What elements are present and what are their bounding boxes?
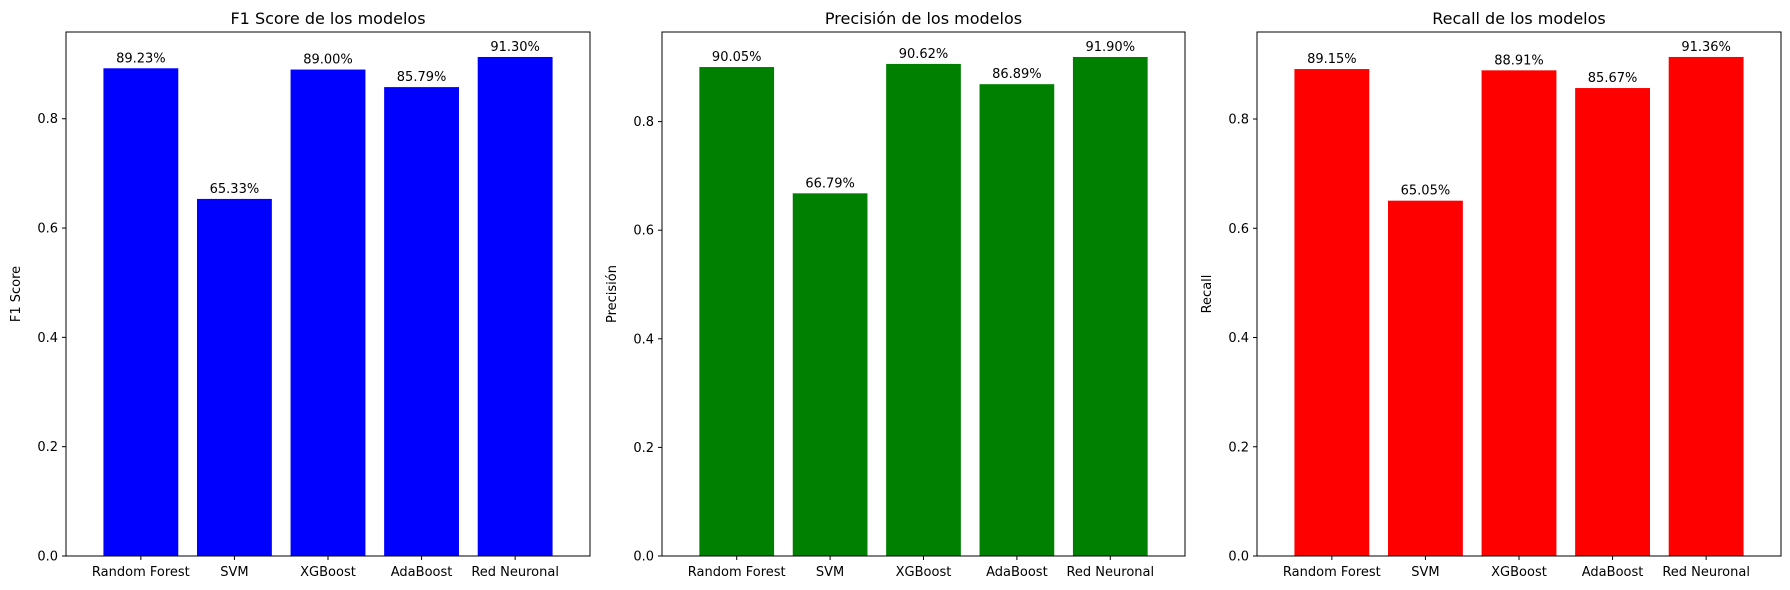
- bar: [103, 68, 179, 556]
- y-tick-label: 0.8: [37, 112, 58, 127]
- x-tick-label: Red Neuronal: [471, 565, 559, 580]
- y-tick-label: 0.0: [633, 550, 654, 565]
- plot-frame: [1256, 31, 1782, 557]
- bar: [1481, 70, 1557, 556]
- x-tick-label: Red Neuronal: [1662, 565, 1750, 580]
- x-tick-label: AdaBoost: [986, 565, 1048, 580]
- y-tick-label: 0.8: [633, 115, 654, 130]
- bar: [384, 87, 459, 556]
- chart-panel-3: Recall de los modelos Recall 0.0 0.2 0.4 0.6 0…: [1200, 9, 1782, 580]
- y-tick-label: 0.4: [37, 331, 58, 346]
- bar: [886, 63, 961, 556]
- x-tick-label: Random Forest: [688, 565, 786, 580]
- bar-value-label: 89.00%: [303, 53, 353, 68]
- bar: [979, 84, 1055, 556]
- x-tick-label: SVM: [1411, 565, 1439, 580]
- y-axis-label: Precisión: [605, 265, 620, 323]
- y-tick-label: 0.8: [1228, 113, 1249, 128]
- bar-value-label: 91.30%: [490, 40, 540, 55]
- y-tick-label: 0.4: [1228, 331, 1249, 346]
- chart-title: F1 Score de los modelos: [230, 9, 425, 28]
- x-tick-label: SVM: [220, 565, 248, 580]
- bar: [1294, 69, 1370, 556]
- chart-panel-2: Precisión de los modelos Precisión 0.0 0.2 0…: [605, 9, 1186, 580]
- x-tick-label: XGBoost: [896, 565, 952, 580]
- x-tick-label: SVM: [816, 565, 844, 580]
- bar: [699, 67, 775, 556]
- y-tick-label: 0.0: [37, 550, 58, 565]
- chart-title: Precisión de los modelos: [825, 9, 1022, 28]
- y-tick-label: 0.0: [1228, 550, 1249, 565]
- bar-value-label: 91.36%: [1681, 40, 1731, 55]
- bar: [290, 69, 366, 557]
- bar: [1668, 56, 1744, 557]
- plot-frame: [661, 31, 1186, 557]
- y-axis-label: F1 Score: [9, 266, 24, 322]
- bar-value-label: 85.79%: [397, 70, 447, 85]
- bar-value-label: 65.05%: [1401, 184, 1451, 199]
- y-axis-label: Recall: [1200, 275, 1215, 314]
- y-tick-label: 0.6: [633, 224, 654, 239]
- x-tick-label: AdaBoost: [391, 565, 453, 580]
- x-tick-label: Random Forest: [1283, 565, 1381, 580]
- bar-value-label: 90.05%: [712, 50, 762, 65]
- y-tick-label: 0.6: [37, 222, 58, 237]
- bar-value-label: 88.91%: [1494, 53, 1544, 68]
- bar-value-label: 91.90%: [1085, 40, 1135, 55]
- y-tick-label: 0.2: [37, 440, 58, 455]
- plot-frame: [65, 31, 591, 557]
- y-tick-label: 0.2: [633, 441, 654, 456]
- chart-panel-1: F1 Score de los modelos F1 Score 0.0 0.2 0.4…: [9, 9, 591, 580]
- bar-value-label: 85.67%: [1588, 71, 1638, 86]
- y-tick-label: 0.2: [1228, 440, 1249, 455]
- x-tick-label: Red Neuronal: [1066, 565, 1154, 580]
- bar: [1072, 56, 1148, 556]
- bar: [477, 56, 553, 557]
- x-tick-label: XGBoost: [300, 565, 356, 580]
- y-tick-label: 0.6: [1228, 222, 1249, 237]
- bar-value-label: 65.33%: [210, 182, 260, 197]
- bar: [197, 198, 272, 557]
- bar: [1575, 88, 1650, 556]
- bar-value-label: 90.62%: [899, 47, 949, 62]
- x-tick-label: XGBoost: [1491, 565, 1547, 580]
- bar-value-label: 89.15%: [1307, 52, 1357, 67]
- bar: [792, 193, 868, 556]
- chart-title: Recall de los modelos: [1432, 9, 1606, 28]
- bar-value-label: 66.79%: [805, 176, 855, 191]
- x-tick-label: Random Forest: [92, 565, 190, 580]
- y-tick-label: 0.4: [633, 332, 654, 347]
- bar-value-label: 86.89%: [992, 67, 1042, 82]
- bar-value-label: 89.23%: [116, 51, 166, 66]
- bar: [1388, 200, 1463, 556]
- x-tick-label: AdaBoost: [1582, 565, 1644, 580]
